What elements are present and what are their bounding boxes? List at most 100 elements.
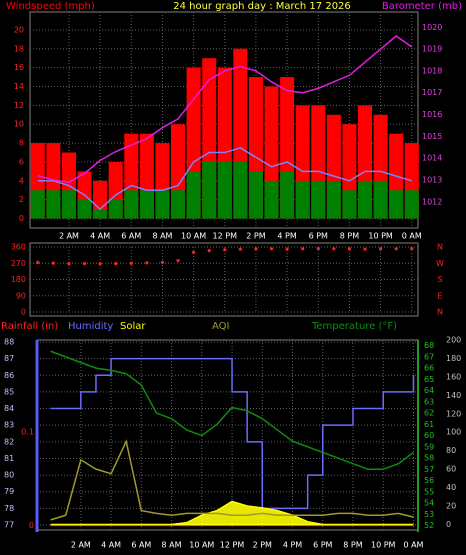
x-tick-label: 10 AM	[189, 541, 214, 550]
y3-tick-label: 120	[446, 409, 461, 418]
direction-dot	[254, 247, 258, 251]
y2-tick-label: 63	[424, 397, 434, 406]
bar	[77, 199, 92, 219]
y2-tick-label: 1015	[422, 132, 442, 141]
x-tick-label: 0 AM	[402, 232, 422, 241]
x-tick-label: 2 PM	[253, 541, 272, 550]
x-tick-label: 8 PM	[343, 541, 362, 550]
y2-tick-label: 57	[424, 465, 434, 474]
bar	[280, 171, 295, 219]
x-tick-label: 4 PM	[277, 232, 296, 241]
y-tick-label: 18	[14, 44, 24, 53]
y-tick-label: 79	[4, 487, 14, 496]
y2-tick-label: 62	[424, 409, 434, 418]
direction-dot	[223, 248, 227, 252]
x-tick-label: 6 AM	[121, 232, 141, 241]
bar	[46, 190, 61, 219]
direction-dot	[207, 249, 211, 253]
bar	[404, 190, 419, 219]
y3-tick-label: 140	[446, 391, 461, 400]
y-tick-label: 180	[11, 275, 26, 284]
y2-tick-label: 55	[424, 487, 434, 496]
y2-tick-label: 65	[424, 375, 434, 384]
bar	[264, 180, 279, 219]
y2-tick-label: 1018	[422, 66, 442, 75]
y3-tick-label: 100	[446, 428, 461, 437]
x-tick-label: 10 AM	[181, 232, 206, 241]
direction-dot	[363, 247, 367, 251]
direction-dot	[301, 247, 305, 251]
bar	[311, 180, 326, 219]
direction-dot	[379, 247, 383, 251]
line	[37, 147, 412, 211]
y2-tick-label: 1017	[422, 88, 442, 97]
x-tick-label: 12 PM	[220, 541, 245, 550]
y2-tick-label: 67	[424, 352, 434, 361]
y2-tick-label: 1014	[422, 154, 442, 163]
y3-tick-label: 60	[446, 465, 456, 474]
chart-title: 24 hour graph day : March 17 2026	[173, 1, 351, 12]
y-tick-label: 83	[4, 421, 14, 430]
y2-tick-label: 1016	[422, 110, 442, 119]
direction-dot	[316, 246, 320, 251]
area	[50, 500, 414, 526]
y2-tick-label: 56	[424, 476, 434, 485]
y2-tick-label: 66	[424, 364, 434, 373]
line	[37, 35, 413, 183]
direction-dot	[347, 247, 352, 251]
direction-dot	[410, 246, 414, 251]
bar	[108, 199, 123, 219]
y2-tick-label: N	[437, 308, 443, 317]
line	[50, 357, 415, 510]
y2-tick-label: 54	[424, 499, 434, 508]
y3-tick-label: 160	[446, 372, 461, 381]
x-tick-label: 8 AM	[162, 541, 182, 550]
bar	[295, 180, 310, 219]
y-tick-label: 78	[4, 504, 14, 513]
direction-dot	[67, 262, 71, 266]
direction-dot	[394, 247, 398, 251]
y-tick-label: 20	[14, 25, 24, 34]
x-tick-label: 2 AM	[59, 232, 79, 241]
x-tick-label: 6 PM	[309, 232, 328, 241]
legend-label: Humidity	[68, 321, 113, 332]
x-tick-label: 8 PM	[340, 232, 359, 241]
direction-dot	[98, 262, 102, 266]
x-tick-label: 0 AM	[403, 541, 423, 550]
x-tick-label: 12 PM	[213, 232, 238, 241]
y2-tick-label: N	[437, 243, 443, 252]
y3-tick-label: 0	[446, 520, 451, 529]
legend-label: Windspeed (mph)	[6, 1, 95, 12]
y2-tick-label: 53	[424, 510, 434, 519]
legend-label: Solar	[120, 321, 146, 332]
x-tick-label: 4 AM	[101, 541, 121, 550]
bar	[248, 171, 263, 219]
bar	[233, 161, 248, 219]
y2-tick-label: 64	[424, 386, 434, 395]
line	[50, 439, 414, 521]
bar	[155, 190, 170, 219]
y-tick-label: 2	[19, 195, 24, 204]
y2-tick-label: 58	[424, 454, 434, 463]
x-tick-label: 6 AM	[131, 541, 151, 550]
bar	[342, 190, 357, 219]
direction-dot	[269, 247, 274, 251]
y-tick-label: 85	[4, 387, 14, 396]
y2-tick-label: 1012	[422, 197, 442, 206]
direction-dot	[285, 247, 289, 251]
y3-tick-label: 40	[446, 483, 456, 492]
y-tick-label: 87	[4, 354, 14, 363]
y3-tick-label: 20	[446, 502, 456, 511]
direction-dot	[145, 261, 149, 265]
y4-tick-label: 0.1	[21, 428, 34, 437]
y2-tick-label: S	[437, 275, 442, 284]
y3-tick-label: 180	[446, 354, 461, 363]
y-tick-label: 88	[4, 337, 14, 346]
bar	[217, 161, 232, 219]
legend-label: AQI	[212, 321, 230, 332]
y2-tick-label: 1020	[422, 23, 442, 32]
y-tick-label: 4	[19, 176, 24, 185]
y2-tick-label: 68	[424, 341, 434, 350]
bar	[186, 171, 201, 219]
